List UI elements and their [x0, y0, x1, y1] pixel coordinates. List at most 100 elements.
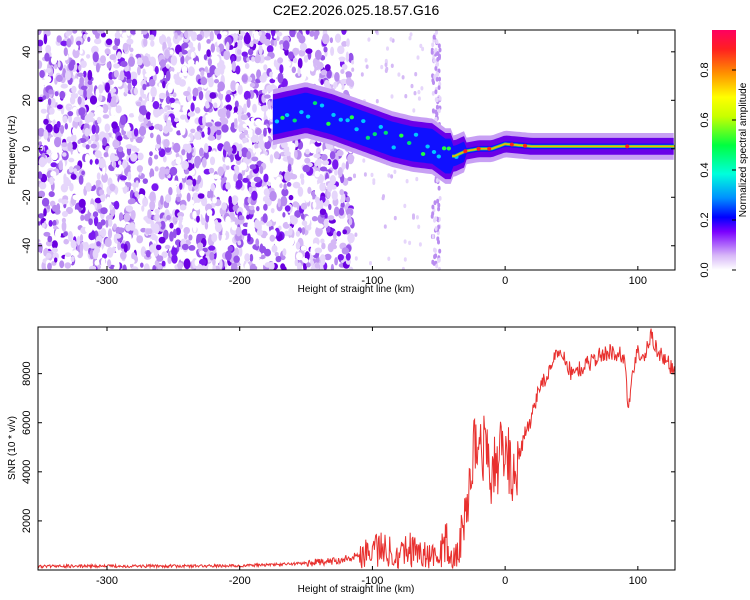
ridge-blob [446, 146, 451, 151]
spectrogram-noise-cell [140, 87, 145, 98]
spectrogram-noise-cell [319, 182, 326, 192]
spectrogram-noise-cell [149, 151, 153, 157]
spectrogram-noise-cell [237, 31, 246, 36]
spectrogram-noise-cell [45, 76, 52, 83]
spectrogram-noise-cell [222, 31, 228, 36]
spectrogram-noise-cell [387, 256, 391, 261]
spectrogram-noise-cell [419, 43, 423, 49]
spectrogram-noise-cell [332, 159, 339, 170]
spectrogram-noise-cell [38, 53, 43, 60]
spectrogram-noise-cell [234, 117, 238, 128]
spectrogram-noise-cell [264, 38, 271, 46]
spectrogram-noise-cell [64, 262, 72, 269]
spectrogram-noise-cell [375, 30, 379, 34]
spectrogram-noise-cell [306, 175, 310, 187]
spectrogram-noise-cell [52, 119, 56, 125]
spectrogram-noise-cell [294, 149, 298, 159]
spectrogram-noise-cell [346, 207, 354, 217]
spectrogram-noise-cell [416, 55, 420, 60]
spectrogram-noise-cell [76, 72, 84, 78]
spectrogram-noise-cell [250, 117, 257, 123]
ridge-blob [345, 118, 350, 123]
spectrogram-noise-cell [120, 195, 127, 204]
spectrogram-noise-cell [319, 166, 328, 172]
spectrogram-noise-cell [437, 206, 441, 212]
spectrogram-noise-cell [56, 203, 61, 212]
spectrogram-noise-cell [183, 258, 191, 270]
spectrogram-noise-cell [132, 234, 138, 243]
spectrogram-noise-cell [78, 175, 84, 185]
spectrogram-noise-cell [98, 189, 105, 196]
spectrogram-noise-cell [435, 39, 439, 44]
spectrogram-noise-cell [322, 159, 329, 166]
spectrogram-noise-cell [393, 215, 397, 221]
spectrogram-noise-cell [68, 115, 72, 123]
spectrogram-noise-cell [277, 72, 284, 84]
spectrogram-noise-cell [247, 48, 254, 56]
spectrogram-noise-cell [180, 49, 188, 55]
spectrogram-noise-cell [243, 90, 251, 100]
spectrogram-noise-cell [319, 254, 326, 262]
spectrogram-noise-cell [163, 138, 170, 148]
spectrogram-noise-cell [202, 115, 206, 126]
spectrogram-noise-cell [244, 63, 250, 69]
spectrogram-noise-cell [431, 108, 435, 114]
spectrogram-noise-cell [59, 90, 66, 100]
spectrogram-noise-cell [299, 173, 305, 180]
spectrogram-noise-cell [437, 85, 441, 90]
spectrogram-noise-cell [68, 157, 75, 163]
spectrogram-noise-cell [233, 255, 240, 263]
spectrogram-noise-cell [238, 122, 243, 133]
spectrogram-noise-cell [225, 104, 233, 112]
spectrogram-noise-cell [150, 132, 154, 139]
spectrogram-noise-cell [169, 49, 174, 55]
spectrogram-noise-cell [436, 71, 440, 77]
spectrogram-noise-cell [159, 108, 165, 114]
spectrogram-noise-cell [326, 69, 332, 79]
spectrogram-noise-cell [267, 220, 273, 227]
spectrogram-noise-cell [89, 159, 93, 165]
spectrogram-noise-cell [150, 113, 154, 124]
ridge-halo [272, 82, 674, 184]
spectrogram-noise-cell [69, 95, 76, 105]
spectrogram-noise-cell [119, 220, 126, 228]
spectrogram-noise-cell [299, 241, 304, 247]
spectrogram-noise-cell [298, 49, 306, 57]
spectrogram-noise-cell [271, 245, 278, 253]
spectrogram-noise-cell [235, 65, 241, 75]
snr-panel: -300 -200 -100 0 100 2000 4000 6000 8000 Height… [7, 326, 676, 595]
spectrogram-noise-cell [50, 55, 58, 65]
spectrogram-noise-cell [163, 125, 169, 134]
spectrogram-noise-cell [197, 242, 204, 249]
spectrogram-noise-cell [283, 151, 291, 157]
spectrogram-noise-cell [61, 217, 66, 223]
spectrogram-noise-cell [345, 51, 350, 63]
spectrogram-noise-cell [161, 103, 166, 109]
spectrogram-noise-cell [437, 266, 441, 270]
spectrogram-noise-cell [166, 119, 172, 128]
spectrogram-noise-cell [207, 58, 212, 67]
spectrogram-noise-cell [212, 150, 217, 158]
spectrogram-noise-cell [413, 91, 417, 96]
spectrogram-noise-cell [142, 197, 149, 207]
ridge-blob [378, 124, 383, 129]
spectrogram-noise-cell [114, 36, 121, 47]
spectrogram-noise-cell [297, 58, 303, 69]
spectrogram-noise-cell [435, 104, 439, 110]
spectrogram-noise-cell [316, 61, 324, 70]
spectrogram-noise-cell [133, 87, 138, 95]
spectrogram-y-tick-label: 40 [21, 46, 33, 58]
spectrogram-noise-cell [246, 151, 252, 160]
spectrogram-noise-cell [384, 68, 388, 74]
spectrogram-noise-cell [199, 258, 207, 266]
spectrogram-noise-cell [48, 191, 55, 198]
colorbar-gradient [712, 30, 736, 270]
spectrogram-noise-cell [300, 213, 305, 220]
spectrogram-noise-cell [80, 214, 85, 221]
spectrogram-noise-cell [210, 183, 216, 192]
spectrogram-noise-cell [152, 101, 160, 110]
spectrogram-noise-cell [154, 208, 160, 214]
spectrogram-noise-cell [48, 220, 53, 227]
colorbar-tick-label: 0.2 [699, 212, 711, 227]
